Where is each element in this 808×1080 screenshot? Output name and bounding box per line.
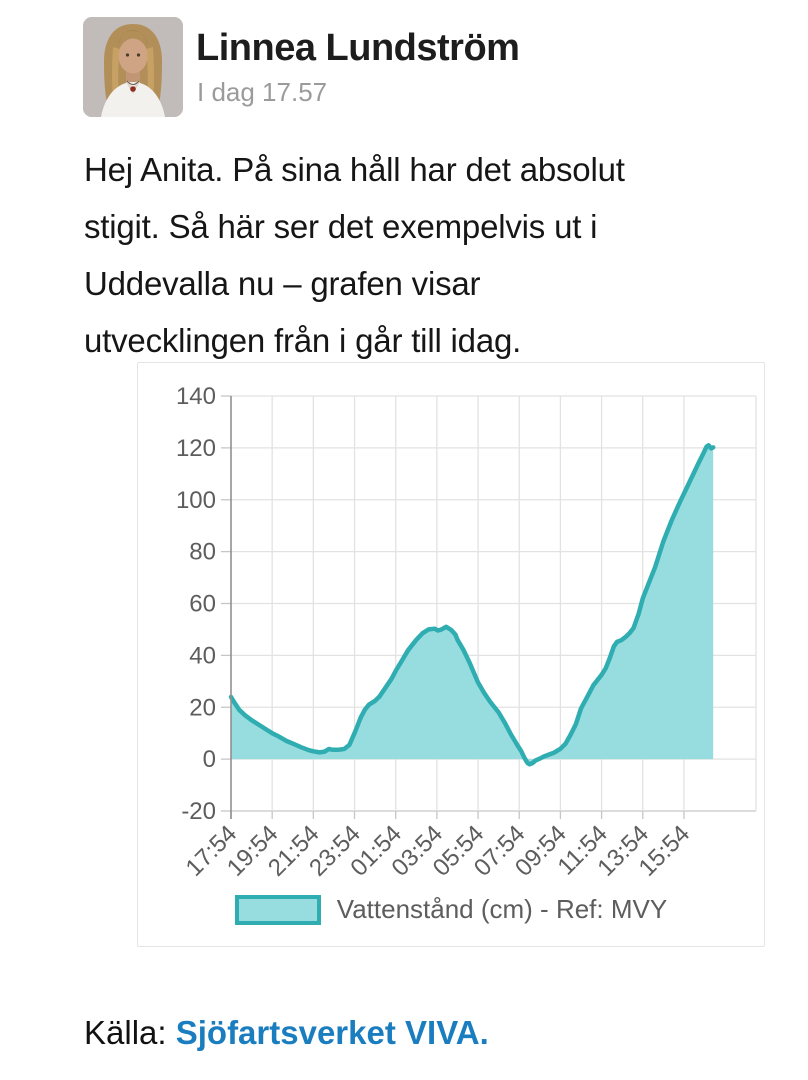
avatar-eye-right	[136, 53, 141, 57]
avatar-face	[118, 38, 148, 74]
legend-swatch	[234, 894, 321, 925]
y-axis-labels: 140 120 100 80 60 40 20 0 -20	[176, 383, 216, 825]
y-tick-label: 60	[189, 591, 216, 618]
avatar	[83, 17, 183, 117]
avatar-shirt	[101, 82, 165, 117]
y-tick-label: 20	[189, 694, 216, 721]
water-level-chart-card: 140 120 100 80 60 40 20 0 -20 17:54 19:54 21:54 23:5…	[137, 362, 765, 947]
y-tick-label: 0	[203, 746, 216, 773]
y-tick-label: 120	[176, 435, 216, 462]
water-level-line	[228, 443, 716, 767]
avatar-eye-left	[125, 53, 130, 57]
y-tick-label: 40	[189, 642, 216, 669]
source-link[interactable]: Sjöfartsverket VIVA.	[175, 1014, 489, 1051]
post-body-text: Hej Anita. På sina håll har det absolut …	[84, 151, 625, 359]
water-level-area	[231, 445, 714, 765]
author-name: Linnea Lundström	[196, 27, 520, 69]
chart-legend: Vattenstånd (cm) - Ref: MVY	[138, 894, 764, 925]
avatar-photo	[83, 17, 183, 117]
x-axis-labels: 17:5419:5421:5423:5401:5403:5405:5407:54…	[181, 820, 696, 882]
source-label: Källa:	[84, 1014, 167, 1051]
y-tick-label: 100	[176, 487, 216, 514]
y-tick-label: -20	[181, 798, 216, 825]
legend-label: Vattenstånd (cm) - Ref: MVY	[336, 894, 668, 924]
water-level-chart: 140 120 100 80 60 40 20 0 -2017:5419:5421:5423:5…	[176, 383, 757, 882]
avatar-necklace-chain	[126, 80, 140, 85]
y-tick-label: 140	[176, 383, 216, 410]
avatar-neck	[126, 69, 140, 85]
source-line: Källa: Sjöfartsverket VIVA.	[84, 1014, 489, 1052]
post-timestamp: I dag 17.57	[197, 77, 328, 107]
avatar-collar	[126, 81, 140, 94]
y-tick-label: 80	[189, 539, 216, 566]
avatar-necklace-pendant	[130, 86, 136, 92]
